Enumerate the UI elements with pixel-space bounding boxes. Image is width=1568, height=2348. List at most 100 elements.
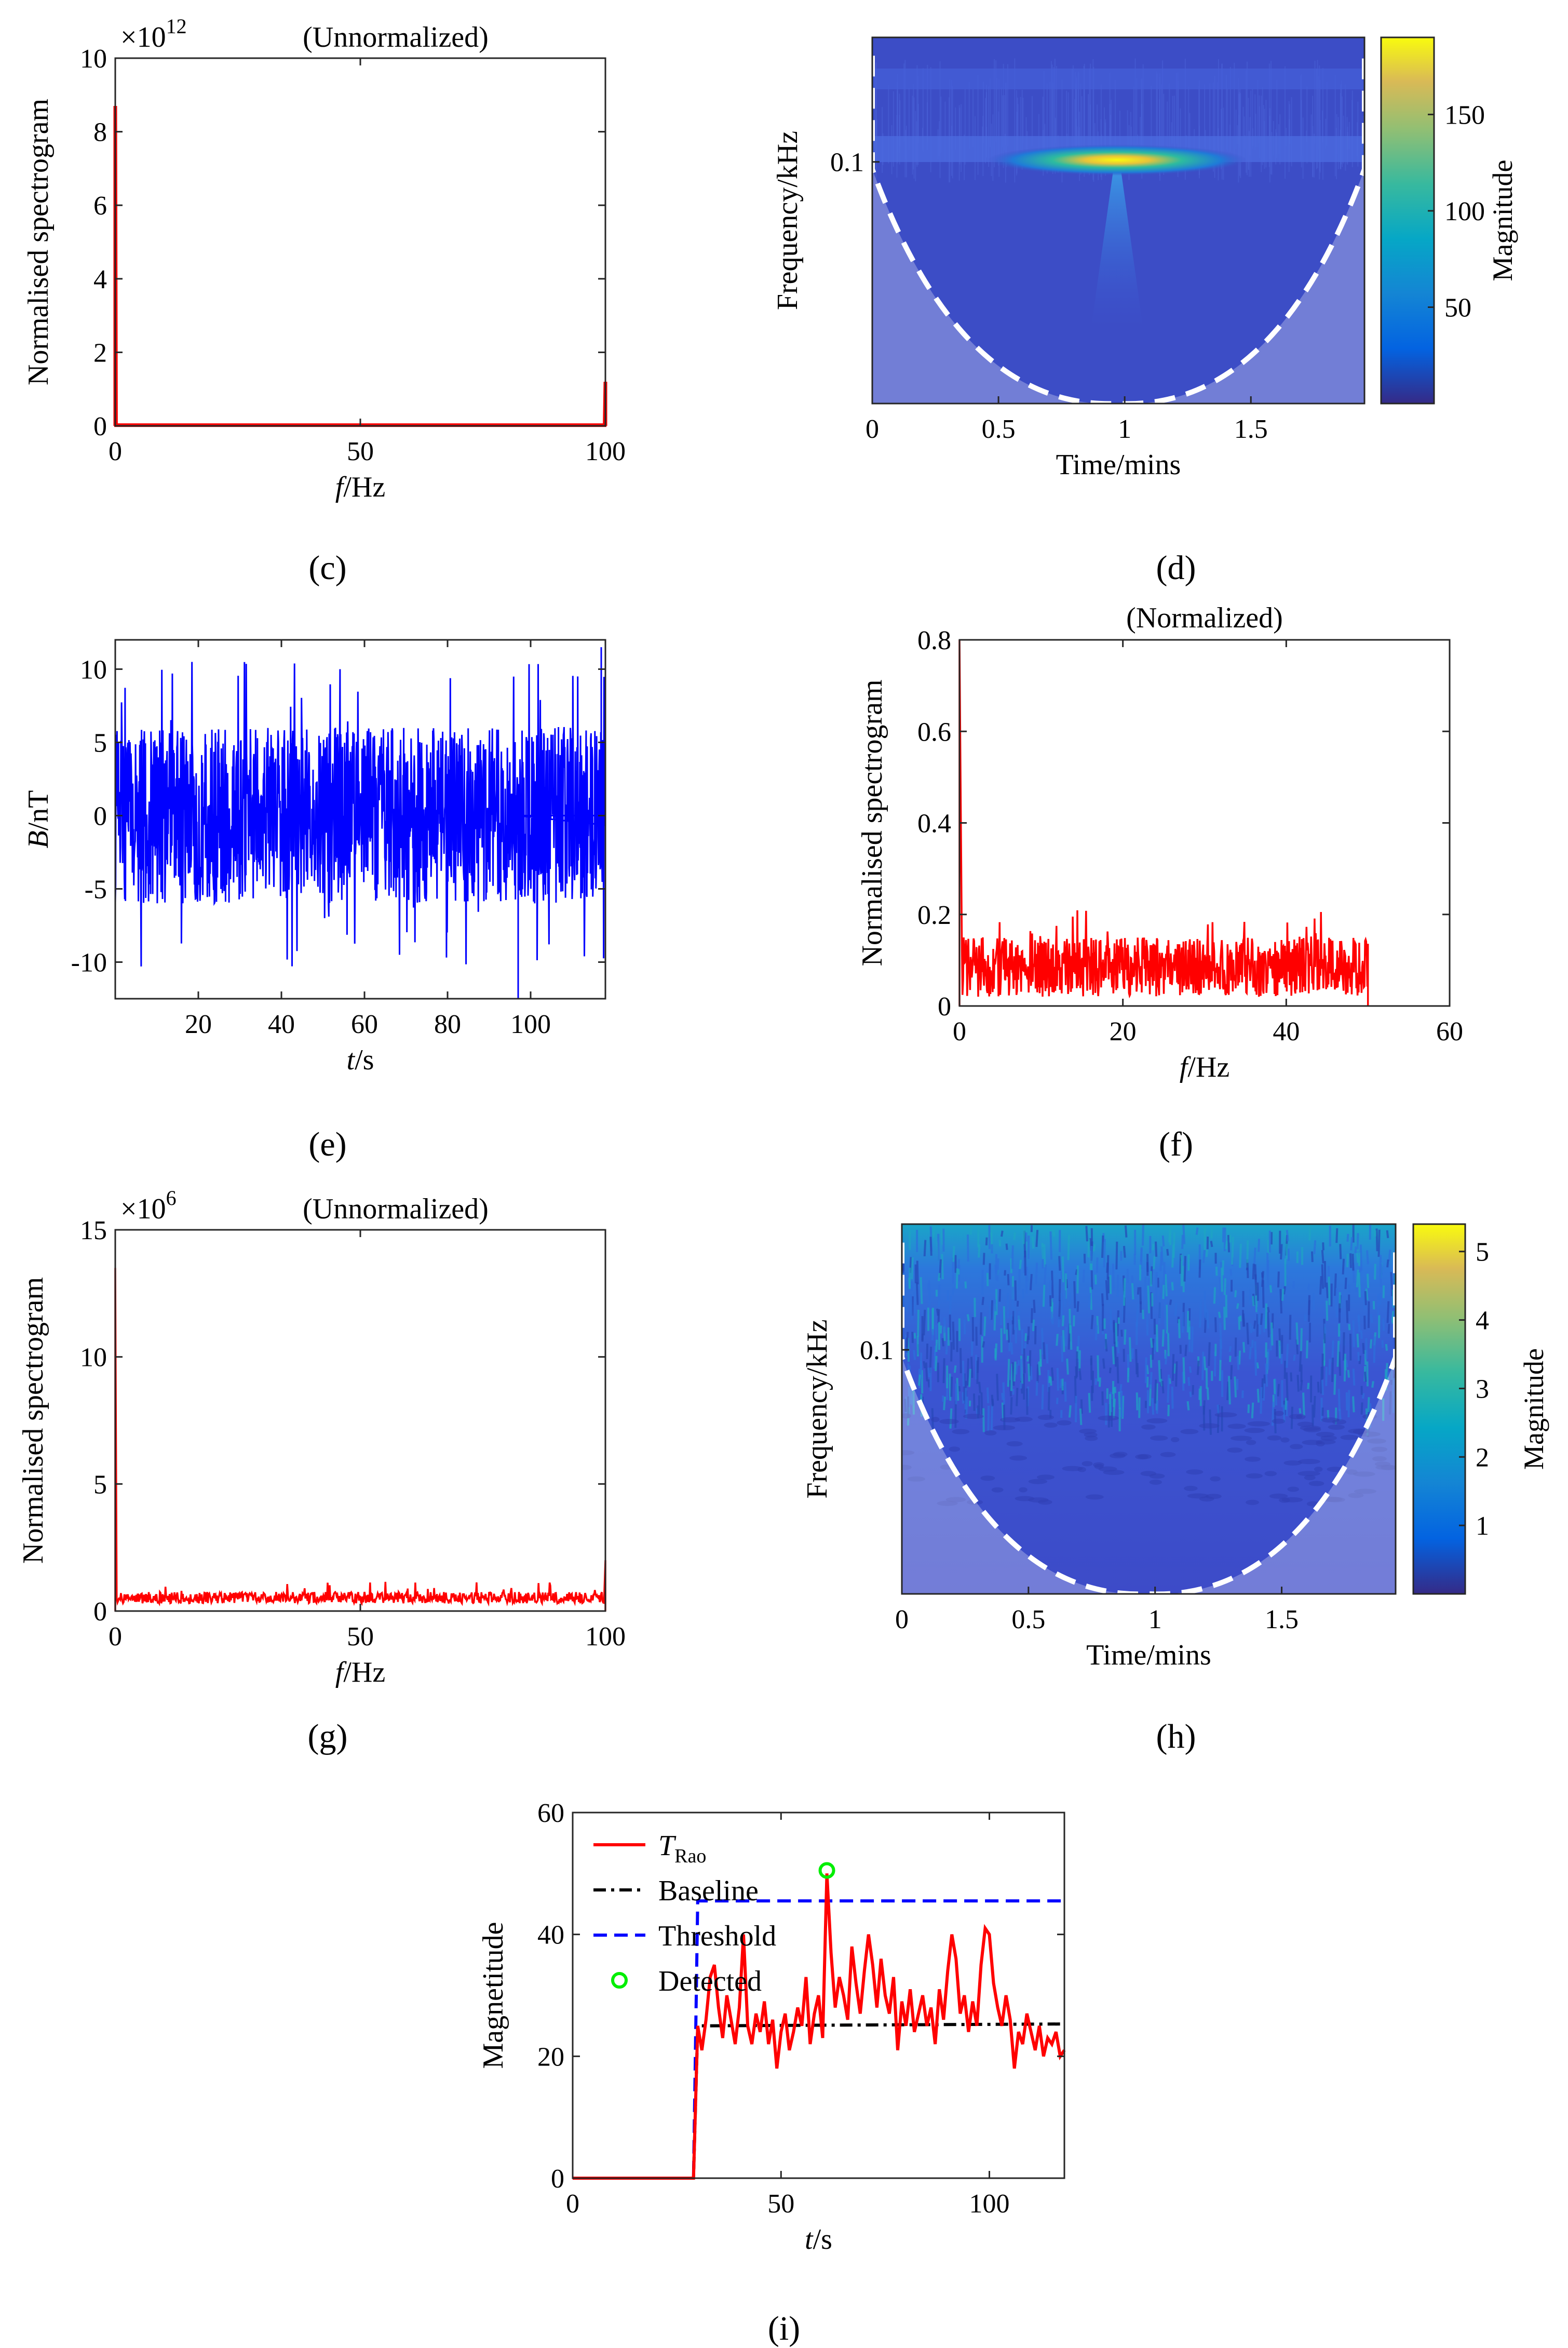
heatmap-texture — [1256, 1362, 1260, 1369]
heatmap-texture — [983, 1316, 986, 1336]
legend-marker-detected — [611, 1972, 628, 1989]
heatmap-texture — [1006, 1441, 1023, 1446]
heatmap-texture — [1149, 1479, 1163, 1485]
x-axis-label-unit: /Hz — [343, 471, 385, 503]
heatmap-texture — [941, 1254, 944, 1280]
heatmap-texture — [1036, 1364, 1039, 1383]
heatmap-texture — [1186, 1401, 1190, 1411]
heatmap-texture — [1036, 1474, 1055, 1480]
heatmap-texture — [1119, 1384, 1123, 1393]
heatmap-texture — [923, 1309, 926, 1336]
y-tick-label: 0 — [551, 2164, 564, 2194]
heatmap-texture — [1367, 1438, 1386, 1444]
series-line-threshold — [573, 1899, 1064, 2180]
heatmap-texture — [1281, 1289, 1285, 1301]
heatmap-texture — [1052, 1229, 1056, 1237]
heatmap-texture — [1104, 1339, 1108, 1352]
heatmap-texture — [1181, 1235, 1184, 1250]
heatmap-texture — [1334, 1273, 1337, 1296]
panel-label-h: (h) — [1156, 1718, 1196, 1755]
heatmap-texture — [1199, 1299, 1202, 1328]
y-tick-label: 10 — [80, 44, 107, 74]
heatmap-texture — [953, 1365, 957, 1373]
heatmap-texture — [1348, 1284, 1351, 1293]
heatmap-texture — [973, 1393, 976, 1411]
heatmap-texture — [1068, 1405, 1072, 1418]
heatmap-texture — [913, 1292, 916, 1314]
exponent-power: 12 — [166, 15, 187, 38]
heatmap-texture — [1034, 1325, 1037, 1345]
heatmap-texture — [1102, 1358, 1105, 1369]
heatmap-texture — [1353, 1471, 1375, 1477]
heatmap-texture — [1049, 1280, 1052, 1297]
heatmap-texture — [1246, 1322, 1250, 1345]
heatmap-texture — [1227, 1376, 1231, 1405]
heatmap-texture — [1214, 1412, 1237, 1418]
heatmap-texture — [1302, 1392, 1305, 1416]
heatmap-texture — [1247, 1421, 1270, 1427]
heatmap-texture — [913, 1350, 916, 1360]
heatmap-texture — [1278, 1497, 1290, 1503]
heatmap-texture — [1267, 1312, 1270, 1338]
heatmap-texture — [985, 1237, 988, 1245]
x-tick-label: 60 — [1436, 1017, 1463, 1046]
heatmap-texture — [1356, 1269, 1359, 1287]
heatmap-texture — [1165, 1353, 1168, 1365]
heatmap-texture — [937, 1309, 940, 1323]
heatmap-texture — [1088, 1293, 1091, 1308]
heatmap-texture — [1049, 1295, 1052, 1307]
heatmap-texture — [1012, 1311, 1015, 1335]
heatmap-body — [872, 37, 1364, 404]
heatmap-texture — [1316, 1441, 1325, 1447]
heatmap-texture — [1035, 1263, 1038, 1284]
colorbar-tick-label: 5 — [1476, 1238, 1489, 1267]
heatmap-texture — [1272, 1418, 1286, 1424]
y-tick-label: 20 — [537, 2042, 564, 2072]
heatmap-texture — [905, 1303, 909, 1311]
legend-label: Baseline — [658, 1875, 759, 1907]
heatmap-texture — [1188, 1366, 1192, 1373]
heatmap-texture — [1227, 1424, 1246, 1429]
heatmap-texture — [1321, 1250, 1324, 1264]
heatmap-texture — [1062, 1330, 1065, 1352]
heatmap-texture — [1085, 1226, 1088, 1242]
heatmap-texture — [1319, 1276, 1322, 1295]
heatmap-texture — [1253, 1247, 1256, 1265]
heatmap-texture — [1274, 1411, 1284, 1416]
heatmap-texture — [1025, 1388, 1029, 1415]
heatmap-texture — [1342, 1258, 1345, 1274]
heatmap-texture — [1252, 1264, 1255, 1280]
heatmap-texture — [980, 1392, 983, 1415]
heatmap-texture — [1019, 1487, 1028, 1493]
heatmap-texture — [1363, 1294, 1366, 1310]
heatmap-texture — [982, 1408, 985, 1432]
heatmap-texture — [1171, 1437, 1180, 1442]
heatmap-texture — [1112, 1346, 1115, 1364]
axes-frame-e — [114, 639, 606, 1000]
heatmap-texture — [1300, 1379, 1303, 1391]
x-tick-label: 0 — [566, 2189, 579, 2219]
x-tick-label: 20 — [1110, 1017, 1137, 1046]
heatmap-texture — [1249, 1323, 1253, 1333]
heatmap-texture — [1195, 1227, 1199, 1235]
heatmap-texture — [1317, 1381, 1320, 1393]
heatmap-texture — [1203, 1356, 1207, 1371]
x-tick-label: 0.5 — [982, 414, 1016, 444]
heatmap-texture — [1239, 1243, 1242, 1268]
heatmap-texture — [1003, 1306, 1006, 1334]
heatmap-texture — [1286, 1344, 1289, 1368]
heatmap-texture — [1258, 1281, 1262, 1297]
heatmap-texture — [1335, 1228, 1339, 1243]
heatmap-texture — [1213, 1287, 1216, 1304]
heatmap-texture — [923, 1240, 927, 1257]
heatmap-texture — [917, 1374, 921, 1386]
heatmap-texture — [1098, 1466, 1117, 1472]
heatmap-texture — [1290, 1444, 1303, 1450]
heatmap-texture — [1267, 1435, 1282, 1441]
panel-label-g: (g) — [308, 1718, 348, 1755]
heatmap-texture — [1078, 1368, 1082, 1380]
heatmap-texture — [1049, 1231, 1053, 1260]
heatmap-texture — [935, 1356, 938, 1371]
heatmap-texture — [923, 1361, 926, 1368]
